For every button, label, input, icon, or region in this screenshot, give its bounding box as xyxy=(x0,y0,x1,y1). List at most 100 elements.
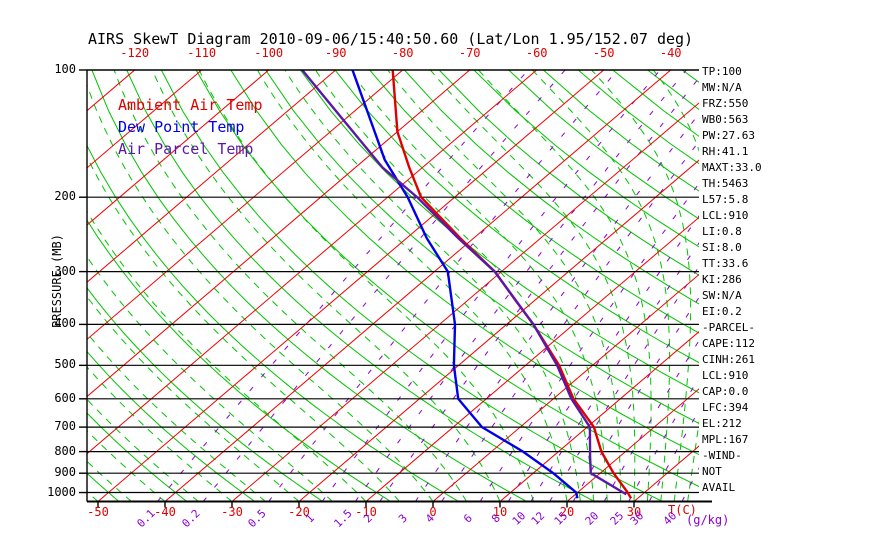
page-title: AIRS SkewT Diagram 2010-09-06/15:40:50.6… xyxy=(88,30,694,48)
mixing-ratio-line xyxy=(549,265,699,502)
moist-adiabat-line xyxy=(198,70,534,502)
mixing-ratio-line xyxy=(628,376,699,502)
stat-line: AVAIL xyxy=(702,481,736,494)
mixing-ratio-line xyxy=(530,242,699,502)
moist-adiabat-line xyxy=(591,70,692,502)
series-dew_point_temp xyxy=(351,70,579,499)
pressure-axis-title: PRESSURE (MB) xyxy=(50,234,64,328)
dry-adiabat-line xyxy=(230,70,699,456)
isotherm-line xyxy=(566,388,699,502)
stat-line: TH:5463 xyxy=(702,177,749,190)
pressure-tick-100: 100 xyxy=(54,62,76,76)
dry-adiabat-line xyxy=(87,412,188,502)
temp-unit-label: T(C) xyxy=(668,503,697,517)
moist-adiabat-line xyxy=(284,70,581,502)
stat-line: LI:0.8 xyxy=(702,225,742,238)
dry-adiabat-line xyxy=(334,70,699,364)
moist-adiabat-line xyxy=(87,83,434,502)
legend-air-parcel-temp: Air Parcel Temp xyxy=(118,140,254,158)
moist-adiabat-line xyxy=(151,70,501,502)
bottom-tick-30: 30 xyxy=(626,505,642,519)
moist-adiabat-line xyxy=(387,70,622,502)
top-tick--110: -110 xyxy=(187,46,217,60)
moist-adiabat-line xyxy=(349,70,608,502)
mixing-ratio-line xyxy=(603,339,699,502)
stat-line: SW:N/A xyxy=(702,289,742,302)
dry-adiabat-line xyxy=(160,70,663,502)
moist-adiabat-line xyxy=(87,460,132,502)
stat-line: CINH:261 xyxy=(702,353,755,366)
stat-line: TT:33.6 xyxy=(702,257,749,270)
isotherm-line xyxy=(87,70,538,455)
moist-adiabat-line xyxy=(87,255,333,502)
top-tick--100: -100 xyxy=(254,46,284,60)
dry-adiabat-line xyxy=(438,70,699,276)
stat-line: FRZ:550 xyxy=(702,97,749,110)
top-tick--60: -60 xyxy=(525,46,548,60)
stat-line: MPL:167 xyxy=(702,433,749,446)
bottom-tick-20: 20 xyxy=(559,505,575,519)
mixing-ratio-line xyxy=(507,215,699,502)
stat-line: KI:286 xyxy=(702,273,742,286)
moist-adiabat-line xyxy=(87,155,400,502)
moist-adiabat-line xyxy=(478,70,652,502)
moist-adiabat-line xyxy=(256,70,568,502)
isotherm-line xyxy=(87,70,136,112)
moist-adiabat-line xyxy=(87,430,166,502)
bottom-tick--50: -50 xyxy=(87,505,109,519)
mixing-ratio-line xyxy=(268,70,618,502)
bottom-tick-0: 0 xyxy=(429,505,437,519)
dry-adiabat-line xyxy=(87,287,324,502)
pressure-tick-1000: 1000 xyxy=(47,484,76,499)
dry-adiabat-line xyxy=(126,70,595,502)
stat-line: LCL:910 xyxy=(702,209,749,222)
mixing-unit-label: (g/kg) xyxy=(686,513,730,527)
pressure-tick-800: 800 xyxy=(54,443,76,458)
dry-adiabat-line xyxy=(473,70,699,248)
series-air_parcel_temp xyxy=(301,70,627,496)
isotherm-line xyxy=(499,331,699,502)
stat-line: -WIND- xyxy=(702,449,742,462)
dry-adiabat-line xyxy=(369,70,699,334)
bottom-tick--30: -30 xyxy=(221,505,243,519)
pressure-tick-900: 900 xyxy=(54,465,76,480)
isotherm-line xyxy=(87,70,337,283)
dry-adiabat-line xyxy=(0,70,51,502)
bottom-tick--20: -20 xyxy=(288,505,310,519)
stat-line: TP:100 xyxy=(702,65,742,78)
mixing-ratio-line xyxy=(321,70,661,502)
isotherm-line xyxy=(87,70,203,169)
isotherm-line xyxy=(0,70,1,502)
dry-adiabat-line xyxy=(404,70,699,305)
stat-line: NOT xyxy=(702,465,722,478)
mixing-ratio-line xyxy=(354,70,687,502)
isotherm-line xyxy=(432,273,699,502)
pressure-tick-300: 300 xyxy=(54,263,76,278)
bottom-tick--40: -40 xyxy=(154,505,176,519)
isotherm-line xyxy=(97,70,605,502)
dry-adiabat-line xyxy=(195,70,699,488)
isotherm-line xyxy=(87,70,471,398)
stat-line: RH:41.1 xyxy=(702,145,749,158)
moist-adiabat-line xyxy=(532,70,671,502)
mixing-ratio-line xyxy=(202,70,566,502)
top-tick--90: -90 xyxy=(324,46,347,60)
stat-line: MW:N/A xyxy=(702,81,742,94)
isotherm-line xyxy=(298,159,699,502)
stat-line: L57:5.8 xyxy=(702,193,749,206)
top-tick--50: -50 xyxy=(592,46,615,60)
stat-line: LCL:910 xyxy=(702,369,749,382)
isotherm-line xyxy=(87,70,270,226)
pressure-tick-400: 400 xyxy=(54,316,76,331)
isotherm-line xyxy=(164,70,672,502)
stat-line: -PARCEL- xyxy=(702,321,755,334)
stat-line: MAXT:33.0 xyxy=(702,161,762,174)
dry-adiabat-line xyxy=(87,350,256,502)
isotherm-line xyxy=(87,70,404,341)
mixing-ratio-line xyxy=(414,113,699,502)
stat-line: EI:0.2 xyxy=(702,305,742,318)
moist-adiabat-line xyxy=(113,70,467,502)
mixing-ratio-line xyxy=(441,140,699,502)
top-tick--80: -80 xyxy=(391,46,414,60)
bottom-tick-10: 10 xyxy=(492,505,508,519)
